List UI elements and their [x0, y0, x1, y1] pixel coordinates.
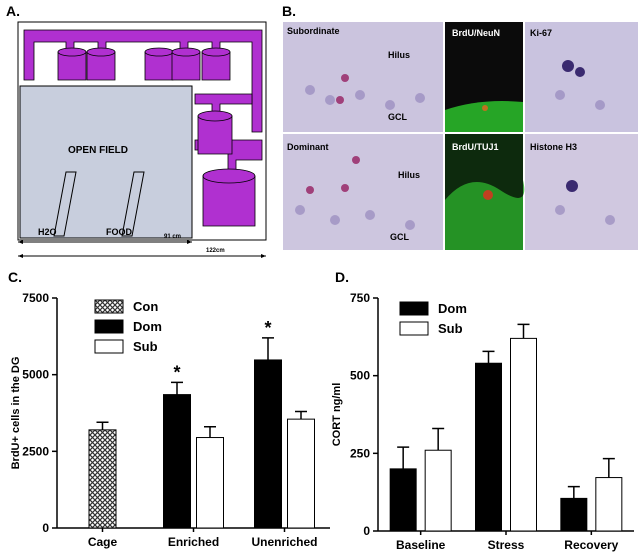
x-tick-label: Stress: [488, 538, 525, 552]
y-tick-label: 5000: [22, 368, 49, 382]
annotation: *: [173, 362, 180, 382]
error-bar: [602, 457, 615, 478]
ramps: [53, 171, 145, 237]
y-tick-label: 2500: [22, 444, 49, 458]
bar: [254, 359, 282, 529]
error-bar: [482, 350, 495, 364]
panel-label: A.: [6, 3, 20, 19]
bar: [196, 437, 224, 529]
x-tick-label: Enriched: [168, 535, 219, 549]
error-bar: [517, 323, 530, 339]
x-tick-label: Baseline: [396, 538, 446, 552]
error-bar: [262, 337, 274, 360]
x-tick-label: Unenriched: [251, 535, 317, 549]
panel-a: A. OPEN FIELD H2O FOOD 91 cm 122cm: [6, 3, 267, 258]
y-tick-label: 250: [350, 446, 370, 460]
y-tick-label: 0: [363, 524, 370, 538]
y-axis-label: BrdU+ cells in the DG: [10, 357, 22, 470]
error-bar: [432, 427, 445, 451]
error-bar: [96, 421, 109, 430]
legend-swatch: [399, 321, 429, 336]
legend-label: Sub: [438, 321, 463, 336]
water-label: H2O: [38, 227, 57, 237]
food-label: FOOD: [106, 227, 132, 237]
y-tick-label: 7500: [22, 291, 49, 305]
error-bar: [295, 410, 307, 420]
image-label: Dominant: [287, 142, 329, 152]
bar: [510, 337, 537, 532]
image-label: BrdU/NeuN: [452, 28, 500, 38]
charts: C.BrdU+ cells in the DG0250050007500Cage…: [8, 269, 634, 552]
inner-width: 91 cm: [164, 234, 181, 240]
y-tick-label: 750: [350, 291, 370, 305]
error-bar: [567, 485, 580, 499]
bar: [475, 362, 502, 532]
error-bar: [171, 381, 183, 395]
bar: [88, 429, 117, 529]
error-bar: [204, 426, 216, 438]
stain: [445, 180, 525, 250]
image-label: Subordinate: [287, 26, 340, 36]
y-tick-label: 0: [42, 521, 49, 535]
region-label: GCL: [388, 112, 408, 122]
stain: [445, 101, 523, 132]
region-label: Hilus: [388, 50, 410, 60]
open-field-label: OPEN FIELD: [68, 145, 128, 156]
burrow-system: [23, 29, 263, 227]
legend-swatch: [94, 299, 124, 314]
legend-label: Dom: [133, 319, 162, 334]
region-label: Hilus: [398, 170, 420, 180]
image-label: BrdU/TUJ1: [452, 142, 499, 152]
legend-swatch: [399, 301, 429, 316]
bar: [287, 418, 315, 529]
y-axis-label: CORT ng/ml: [331, 383, 343, 447]
bar: [163, 394, 191, 529]
micrograph: [525, 134, 638, 250]
labeled-cells: [306, 60, 585, 200]
legend-label: Con: [133, 299, 158, 314]
bar: [560, 497, 588, 532]
micrograph: [283, 22, 443, 132]
image-label: Histone H3: [530, 142, 577, 152]
legend-swatch: [94, 339, 124, 354]
legend-label: Dom: [438, 301, 467, 316]
annotation: *: [264, 318, 271, 338]
micrograph-labels: Subordinate Hilus GCL BrdU/NeuN Ki-67 Dominan…: [287, 26, 577, 242]
micrograph: [525, 22, 638, 132]
bar: [595, 477, 623, 532]
bar: [424, 449, 452, 532]
region-label: GCL: [390, 232, 410, 242]
legend-swatch: [94, 319, 124, 334]
panel-label: D.: [335, 269, 349, 285]
y-tick-label: 500: [350, 369, 370, 383]
x-tick-label: Cage: [88, 535, 118, 549]
image-label: Ki-67: [530, 28, 552, 38]
panel-label: C.: [8, 269, 22, 285]
bar: [389, 468, 417, 532]
error-bar: [397, 446, 410, 469]
open-field: [19, 85, 193, 239]
panel-label: B.: [282, 3, 296, 19]
outer-width: 122cm: [206, 248, 225, 254]
nuclei: [295, 85, 615, 230]
panel-b: B. Subordinate Hilus GCL BrdU/NeuN Ki-67 Domi…: [282, 3, 638, 250]
legend-label: Sub: [133, 339, 158, 354]
x-tick-label: Recovery: [564, 538, 618, 552]
